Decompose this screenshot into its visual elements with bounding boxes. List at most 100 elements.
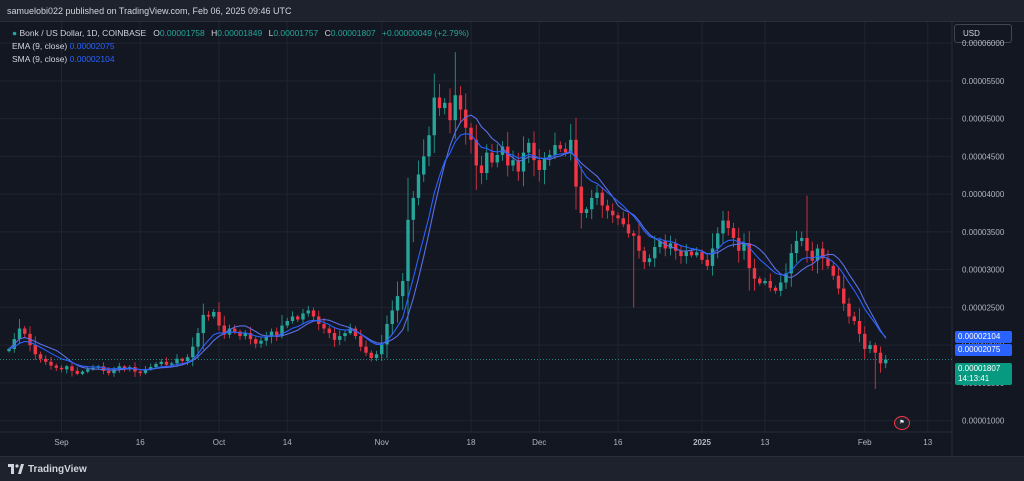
candle-body	[527, 142, 531, 153]
candle-body	[227, 328, 232, 335]
candle	[637, 223, 641, 259]
candle	[679, 244, 683, 264]
candle-body	[705, 259, 709, 266]
candle	[75, 367, 79, 376]
candle-body	[86, 369, 90, 372]
candle-body	[674, 243, 678, 251]
sma-legend-row[interactable]: SMA (9, close) 0.00002104	[12, 53, 473, 66]
symbol-row[interactable]: ● Bonk / US Dollar, 1D, COINBASE O0.0000…	[12, 27, 473, 40]
candle-body	[23, 328, 27, 334]
candle	[23, 325, 27, 338]
candle-body	[511, 160, 515, 166]
candle-body	[212, 311, 216, 317]
candles	[7, 52, 888, 389]
candle	[479, 155, 484, 185]
candle-body	[516, 160, 520, 172]
candle-body	[401, 280, 405, 297]
candle	[322, 318, 326, 334]
candle-body	[159, 361, 163, 365]
candle	[353, 325, 358, 340]
tradingview-logo-icon	[8, 464, 24, 474]
candle	[868, 340, 872, 354]
candle	[91, 364, 95, 371]
candle-body	[280, 325, 284, 336]
candle	[401, 272, 405, 310]
tradingview-logo[interactable]: TradingView	[8, 462, 87, 476]
candle	[842, 274, 846, 312]
time-tick-label: 2025	[693, 438, 711, 447]
currency-button[interactable]: USD	[954, 24, 1012, 43]
candle-body	[385, 324, 389, 345]
candle-body	[731, 228, 736, 238]
candle	[70, 363, 74, 377]
candle-body	[185, 357, 190, 362]
candle	[180, 357, 184, 364]
candle	[847, 297, 851, 324]
ohlc-change: +0.00000049 (+2.79%)	[382, 28, 470, 38]
time-tick-label: 14	[283, 438, 292, 447]
candle-body	[679, 250, 683, 257]
countdown-timer: 14:13:41	[958, 374, 990, 383]
ohlc-low-key: L	[268, 28, 274, 38]
candle	[542, 152, 547, 185]
candle-body	[794, 240, 799, 254]
candle-body	[600, 192, 604, 206]
candle	[201, 303, 205, 350]
candle	[191, 337, 195, 367]
candle	[380, 334, 384, 361]
candle-body	[112, 369, 116, 374]
candle	[852, 311, 856, 325]
candle-body	[658, 240, 662, 248]
candle-body	[695, 252, 699, 256]
candle	[254, 336, 258, 349]
time-tick-label: 16	[614, 438, 623, 447]
candle-body	[275, 331, 279, 336]
ohlc-low-value: 0.00001757	[273, 28, 319, 38]
price-tick-label: 0.00003500	[962, 228, 1005, 237]
sma-label: SMA (9, close)	[12, 54, 68, 64]
price-tick-label: 0.00005500	[962, 77, 1005, 86]
ema-legend-row[interactable]: EMA (9, close) 0.00002075	[12, 40, 473, 53]
candle-body	[411, 197, 415, 220]
candle	[605, 199, 610, 219]
candle	[364, 340, 368, 357]
candle-body	[164, 361, 169, 365]
candle	[406, 177, 410, 332]
ema-line	[8, 133, 887, 371]
candle-body	[427, 135, 431, 157]
candle-body	[584, 209, 589, 214]
price-chart[interactable]: 0.00006000 0.00005500 0.00005000 0.00004500…	[0, 22, 1024, 456]
candle-body	[842, 288, 846, 304]
candle	[647, 254, 652, 267]
candle-body	[75, 370, 79, 374]
candle-body	[301, 313, 305, 320]
candle	[474, 124, 478, 190]
candle-body	[716, 233, 720, 249]
candle-body	[542, 157, 547, 170]
candle-body	[306, 310, 310, 314]
candle	[101, 362, 106, 375]
candle	[621, 211, 625, 228]
candle	[590, 189, 594, 220]
candle-body	[443, 102, 447, 109]
candle-body	[322, 324, 326, 329]
candle	[264, 331, 268, 346]
candle-body	[653, 247, 657, 259]
candle-body	[422, 156, 426, 175]
candle	[296, 314, 300, 323]
us-flag-event-icon[interactable]: ⚑	[894, 416, 910, 430]
candle	[49, 356, 53, 370]
candle	[616, 212, 620, 226]
candle	[437, 83, 442, 117]
candle-body	[248, 333, 253, 340]
candle-body	[595, 192, 599, 198]
candle	[327, 325, 331, 339]
candle-body	[637, 235, 641, 251]
candle	[595, 184, 599, 205]
candle-body	[406, 219, 410, 281]
candle-body	[359, 336, 363, 347]
candle-body	[710, 248, 715, 266]
price-tick-label: 0.00006000	[962, 39, 1005, 48]
candle-body	[364, 346, 368, 353]
candle-body	[369, 352, 373, 359]
